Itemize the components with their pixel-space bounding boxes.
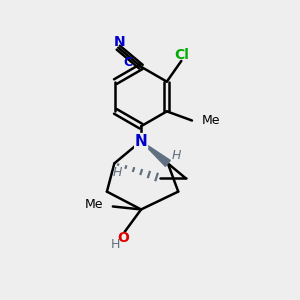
Text: H: H bbox=[172, 149, 181, 162]
Text: Me: Me bbox=[202, 114, 220, 127]
Text: H: H bbox=[111, 238, 121, 251]
Text: Cl: Cl bbox=[174, 48, 189, 62]
Text: H: H bbox=[112, 167, 122, 179]
Text: N: N bbox=[135, 134, 148, 148]
Text: C: C bbox=[123, 56, 132, 69]
Text: Me: Me bbox=[85, 199, 103, 212]
Polygon shape bbox=[141, 141, 170, 166]
Text: N: N bbox=[114, 35, 126, 49]
Text: O: O bbox=[117, 231, 129, 245]
